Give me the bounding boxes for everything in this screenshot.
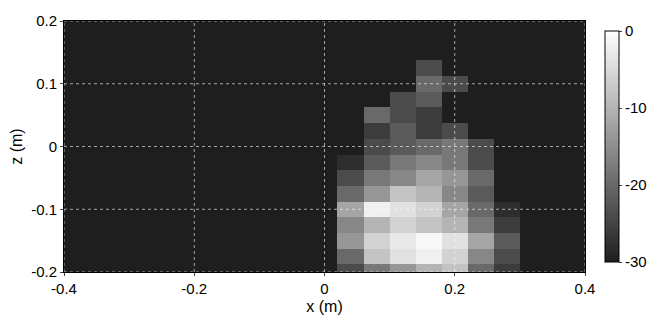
svg-text:0.4: 0.4 <box>575 280 596 297</box>
svg-text:-0.2: -0.2 <box>181 280 207 297</box>
svg-text:0.2: 0.2 <box>36 12 57 29</box>
svg-text:-0.4: -0.4 <box>51 280 77 297</box>
svg-text:z (m): z (m) <box>8 128 25 164</box>
svg-text:0: 0 <box>320 280 328 297</box>
svg-text:0.1: 0.1 <box>36 75 57 92</box>
svg-text:0.2: 0.2 <box>444 280 465 297</box>
svg-text:0: 0 <box>49 138 57 155</box>
svg-text:-20: -20 <box>625 176 647 193</box>
svg-text:x (m): x (m) <box>306 298 342 315</box>
svg-text:-0.1: -0.1 <box>31 201 57 218</box>
svg-text:-0.2: -0.2 <box>31 263 57 280</box>
svg-text:-30: -30 <box>625 253 647 270</box>
svg-text:-10: -10 <box>625 99 647 116</box>
svg-text:0: 0 <box>625 22 633 39</box>
